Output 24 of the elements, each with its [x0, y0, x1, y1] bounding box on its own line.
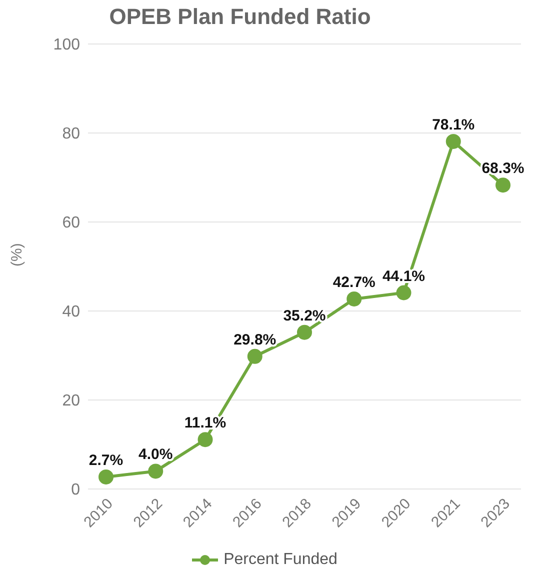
point: [496, 178, 510, 193]
data-label: 42.7%: [332, 274, 376, 291]
point: [446, 134, 461, 149]
y-tick-label: 60: [62, 214, 80, 232]
y-tick-label: 0: [71, 482, 80, 499]
point: [396, 285, 412, 300]
y-tick-label: 40: [62, 304, 80, 321]
data-label: 4.0%: [138, 446, 173, 464]
y-axis-title: (%): [8, 243, 26, 266]
y-tick-label: 80: [62, 126, 80, 143]
data-label: 2.7%: [88, 452, 124, 469]
point: [98, 469, 114, 484]
chart-title: OPEB Plan Funded Ratio: [108, 4, 372, 30]
point: [198, 432, 213, 448]
data-label: 35.2%: [283, 307, 326, 324]
data-label: 78.1%: [432, 116, 475, 134]
y-tick-label: 100: [53, 36, 80, 54]
legend-label: Percent Funded: [222, 551, 338, 569]
point: [148, 464, 164, 479]
y-tick-label: 20: [62, 392, 80, 410]
data-label: 29.8%: [234, 331, 276, 348]
point: [247, 348, 262, 364]
point: [346, 291, 362, 306]
point: [297, 324, 312, 340]
